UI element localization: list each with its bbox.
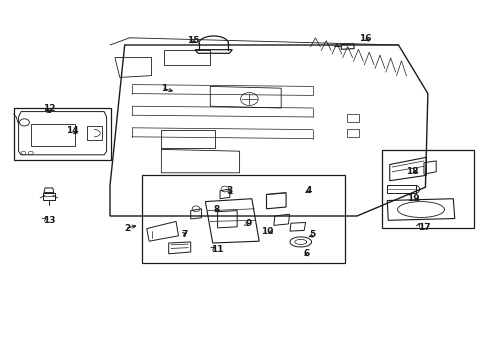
Text: 8: 8 <box>213 205 220 214</box>
Text: 15: 15 <box>187 36 200 45</box>
Text: 7: 7 <box>181 230 187 239</box>
Bar <box>382 150 473 228</box>
Text: 17: 17 <box>417 223 429 232</box>
Bar <box>14 108 111 160</box>
Text: 6: 6 <box>303 249 309 258</box>
Text: 14: 14 <box>65 126 78 135</box>
Text: 1: 1 <box>161 84 167 93</box>
Text: 12: 12 <box>43 104 56 112</box>
Bar <box>87 126 102 140</box>
Text: 5: 5 <box>308 230 315 239</box>
Text: 9: 9 <box>245 219 251 228</box>
Bar <box>31 124 75 146</box>
Text: 16: 16 <box>358 34 371 43</box>
Text: 2: 2 <box>124 224 131 233</box>
Text: 18: 18 <box>405 166 418 175</box>
Text: 13: 13 <box>43 216 56 225</box>
Bar <box>386 185 415 193</box>
Bar <box>142 175 344 263</box>
Text: 10: 10 <box>261 227 273 236</box>
Text: 3: 3 <box>225 186 232 195</box>
Text: 19: 19 <box>406 194 419 203</box>
Text: 4: 4 <box>305 186 311 194</box>
Bar <box>346 129 359 137</box>
Text: 11: 11 <box>211 245 224 253</box>
Bar <box>346 114 359 122</box>
